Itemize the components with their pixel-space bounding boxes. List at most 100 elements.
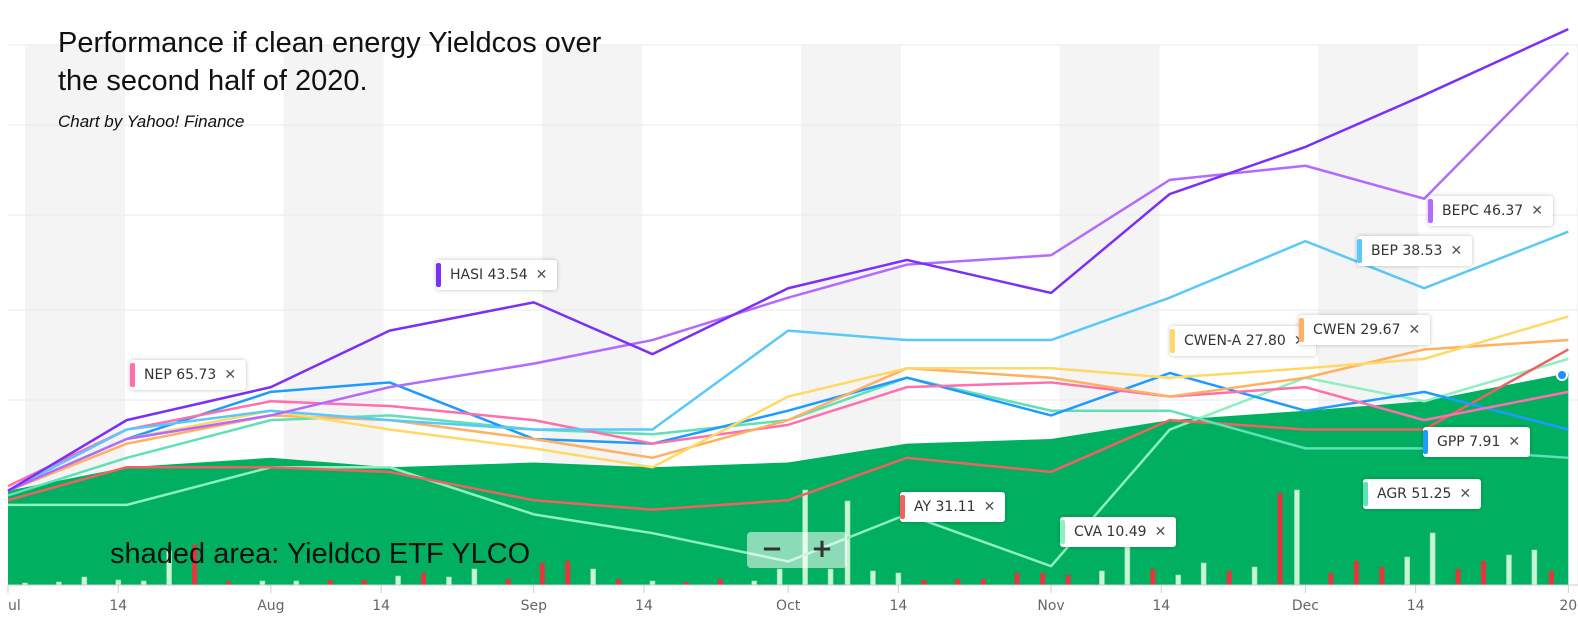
area-note: shaded area: Yieldco ETF YLCO xyxy=(110,538,531,570)
x-tick-label: 14 xyxy=(1152,598,1170,614)
series-name: BEPC xyxy=(1442,203,1479,219)
remove-series-close-icon[interactable]: ✕ xyxy=(1531,203,1543,219)
volume-bar xyxy=(1124,542,1131,586)
volume-bar xyxy=(1481,561,1487,585)
volume-bar xyxy=(870,570,876,586)
volume-bar xyxy=(259,580,266,586)
volume-bar xyxy=(446,576,452,586)
series-name: CVA xyxy=(1074,524,1103,540)
volume-bar xyxy=(921,580,927,585)
remove-series-close-icon[interactable]: ✕ xyxy=(1508,434,1521,450)
zoom-out-button[interactable]: − xyxy=(761,534,783,564)
volume-bar xyxy=(895,572,902,586)
series-tag-nep: NEP 65.73 ✕ xyxy=(130,360,247,390)
remove-series-close-icon[interactable]: ✕ xyxy=(224,367,237,383)
chart-subtitle: Chart by Yahoo! Finance xyxy=(58,112,245,131)
volume-bar xyxy=(565,561,571,585)
volume-bar xyxy=(1277,493,1283,585)
series-value: 27.80 xyxy=(1245,333,1286,349)
series-color-swatch xyxy=(1428,199,1433,223)
x-tick-label: 14 xyxy=(889,598,907,614)
remove-series-close-icon[interactable]: ✕ xyxy=(1450,243,1463,259)
series-color-swatch xyxy=(1357,239,1362,263)
series-name: CWEN xyxy=(1313,322,1356,338)
volume-bar xyxy=(1200,562,1207,586)
volume-bar xyxy=(327,580,333,585)
remove-series-close-icon[interactable]: ✕ xyxy=(983,499,996,515)
x-tick-label: Sep xyxy=(521,598,548,614)
zoom-in-button[interactable]: + xyxy=(811,534,833,564)
series-line-gpp xyxy=(7,371,1569,492)
series-value: 29.67 xyxy=(1360,322,1401,338)
series-value: 7.91 xyxy=(1469,434,1501,450)
volume-bar xyxy=(1175,574,1182,586)
x-tick-label: Aug xyxy=(257,598,284,614)
series-line-bep xyxy=(7,230,1569,492)
x-tick-label: 14 xyxy=(635,598,653,614)
volume-bar xyxy=(81,576,88,586)
x-tick-label: 14 xyxy=(109,598,127,614)
x-tick-label: 14 xyxy=(1407,598,1425,614)
series-value: 10.49 xyxy=(1106,524,1147,540)
series-color-swatch xyxy=(1299,318,1304,342)
series-color-swatch xyxy=(1170,329,1175,353)
volume-bar xyxy=(751,580,758,586)
volume-bar xyxy=(1294,489,1300,586)
remove-series-close-icon[interactable]: ✕ xyxy=(1408,322,1421,338)
series-value: 51.25 xyxy=(1411,486,1452,502)
x-tick-label: Nov xyxy=(1037,598,1064,614)
remove-series-close-icon[interactable]: ✕ xyxy=(1154,524,1167,540)
series-name: AY xyxy=(914,499,932,515)
series-name: BEP xyxy=(1371,243,1398,259)
volume-bar xyxy=(421,573,427,585)
series-tag-bepc: BEPC 46.37 ✕ xyxy=(1428,196,1553,226)
series-line-ay xyxy=(7,348,1569,511)
volume-bar xyxy=(395,575,401,586)
volume-bar xyxy=(1353,561,1359,585)
last-point-marker xyxy=(1556,369,1568,381)
series-lines xyxy=(7,27,1570,568)
series-value: 31.11 xyxy=(935,499,976,515)
volume-bar xyxy=(1065,575,1071,585)
series-tag-gpp: GPP 7.91 ✕ xyxy=(1423,427,1531,457)
volume-bar xyxy=(616,579,622,585)
series-name: CWEN-A xyxy=(1184,333,1242,349)
series-value: 43.54 xyxy=(487,267,528,283)
volume-bar xyxy=(539,563,545,585)
volume-bar xyxy=(1226,571,1232,585)
remove-series-close-icon[interactable]: ✕ xyxy=(1459,486,1472,502)
series-name: AGR xyxy=(1377,486,1407,502)
volume-bar xyxy=(1429,532,1436,586)
series-value: 38.53 xyxy=(1402,243,1443,259)
volume-bar xyxy=(1099,570,1105,586)
title-line-1: Performance if clean energy Yieldcos ove… xyxy=(58,27,602,59)
series-tag-cva: CVA 10.49 ✕ xyxy=(1060,517,1177,547)
series-tag-cwen-a: CWEN-A 27.80✕ xyxy=(1170,326,1316,356)
volume-bar xyxy=(505,579,511,585)
series-color-swatch xyxy=(1423,430,1428,454)
remove-series-close-icon[interactable]: ✕ xyxy=(535,267,548,283)
volume-bar xyxy=(1251,566,1258,586)
series-line-hasi xyxy=(7,27,1569,492)
volume-bar xyxy=(717,579,723,585)
series-value: 65.73 xyxy=(176,367,217,383)
volume-bar xyxy=(955,579,961,585)
zoom-control: − + xyxy=(747,532,847,568)
volume-bar xyxy=(649,580,656,586)
volume-bar xyxy=(1548,571,1554,585)
volume-bar xyxy=(115,579,122,586)
series-line-nep xyxy=(7,381,1569,488)
series-color-swatch xyxy=(436,263,441,287)
volume-bar xyxy=(1379,567,1385,585)
volume-bar xyxy=(225,581,231,585)
x-tick-label: ul xyxy=(8,598,21,614)
series-name: GPP xyxy=(1437,434,1465,450)
series-tag-cwen: CWEN 29.67 ✕ xyxy=(1299,315,1431,345)
series-tag-bep: BEP 38.53 ✕ xyxy=(1357,236,1473,266)
series-line-bepc xyxy=(7,51,1570,492)
title-line-2: the second half of 2020. xyxy=(58,65,368,97)
volume-bar xyxy=(293,580,300,586)
chart-title: Performance if clean energy Yieldcos ove… xyxy=(58,24,601,100)
volume-bar xyxy=(1404,556,1410,586)
volume-bar xyxy=(1150,569,1156,585)
